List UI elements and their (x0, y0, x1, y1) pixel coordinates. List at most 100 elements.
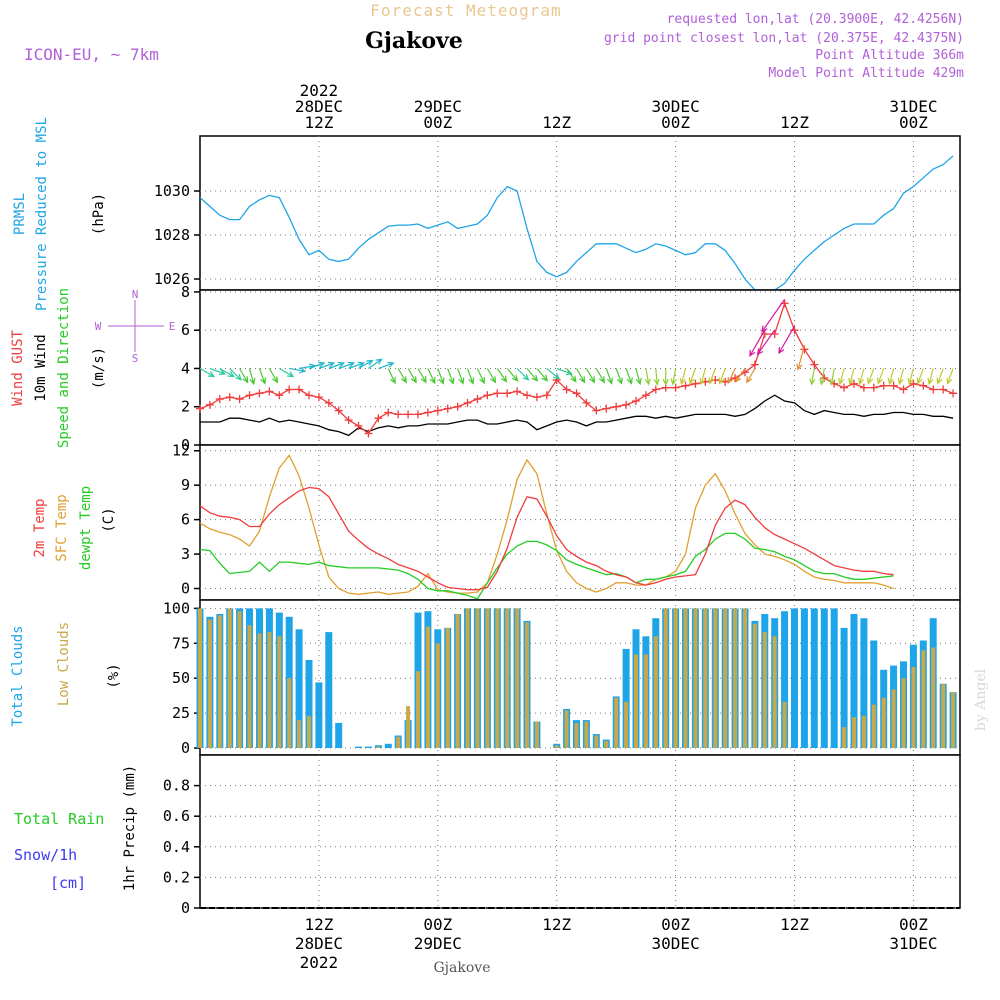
total-cloud-bar (830, 608, 838, 748)
pressure-ytick-label: 1030 (154, 182, 190, 200)
wind-arrow (644, 368, 651, 386)
wind-arrow (546, 368, 561, 380)
time-label-bottom: 30DEC (652, 934, 700, 953)
precip-legend-rain: Total Rain (14, 810, 104, 828)
low-cloud-bar (525, 622, 529, 748)
wind-arrow (397, 368, 407, 384)
gust-marker (691, 379, 700, 388)
precip-labels: Total Rain Snow/1h [cm] 1hr Precip (mm) (14, 765, 138, 892)
low-cloud-bar (287, 678, 292, 748)
low-cloud-bar (693, 608, 698, 748)
wind-ytick-label: 4 (181, 359, 190, 377)
pressure-label-unit: (hPa) (91, 193, 107, 235)
low-cloud-bar (723, 608, 728, 748)
wind-speed-line (200, 394, 954, 437)
wind-arrow (809, 368, 816, 386)
wind-arrow (653, 368, 660, 386)
wind-arrow (427, 368, 436, 385)
wind-ytick-label: 8 (181, 283, 190, 301)
grid-point-coords: grid point closest lon,lat (20.375E, 42.… (604, 31, 964, 46)
wind-arrow (605, 368, 613, 385)
temperature-ytick-label: 9 (181, 476, 190, 494)
total-cloud-bar (810, 608, 818, 748)
model-altitude: Model Point Altitude 429m (768, 66, 964, 81)
gust-marker (899, 385, 908, 394)
total-cloud-bar (860, 618, 868, 749)
clouds-ytick-label: 50 (172, 669, 190, 687)
wind-arrow (796, 345, 805, 371)
wind-arrow (258, 368, 267, 385)
low-cloud-bar (762, 632, 767, 748)
gust-marker (641, 391, 650, 400)
pressure-ytick-label: 1026 (154, 270, 190, 288)
wind-arrow (734, 368, 746, 383)
wind-arrow (746, 368, 756, 384)
pressure-panel: 1026 1028 1030 (154, 135, 961, 293)
plot-layer: 10261028103002468036912025507510000.20.4… (154, 81, 961, 972)
wind-arrow (679, 368, 687, 386)
gust-marker (592, 406, 601, 415)
low-cloud-bar (465, 608, 470, 748)
clouds-ytick-label: 25 (172, 704, 190, 722)
gust-marker (750, 360, 759, 369)
temperature-panel: 0 3 6 9 12 (172, 442, 961, 601)
gust-marker (859, 383, 868, 392)
low-cloud-bar (198, 608, 202, 748)
wind-arrow (877, 368, 885, 385)
temp-label-unit: (C) (101, 507, 117, 532)
wind-ytick-label: 6 (181, 321, 190, 339)
location-title: Gjakove (365, 28, 463, 54)
gust-marker (493, 389, 502, 398)
wind-ytick-label: 0 (181, 436, 190, 454)
precip-ytick-label: 0.8 (163, 777, 190, 795)
wind-arrow (927, 368, 934, 386)
low-cloud-bar (733, 608, 738, 748)
wind-arrow (516, 368, 530, 381)
cloud-label-low: Low Clouds (56, 622, 72, 706)
low-cloud-bar (852, 717, 856, 748)
precip-legend-cm: [cm] (50, 874, 86, 892)
gust-marker (671, 383, 680, 392)
gust-marker (572, 389, 581, 398)
wind-arrow (358, 359, 374, 370)
gust-marker (225, 393, 234, 402)
total-cloud-bar (325, 632, 333, 748)
wind-arrow (407, 368, 417, 384)
wind-arrow (417, 368, 427, 384)
temp-2m-line (199, 486, 894, 591)
total-cloud-bar (384, 743, 392, 748)
pressure-frame (199, 135, 961, 291)
gust-marker (235, 395, 244, 404)
gust-marker (404, 410, 413, 419)
dewpoint-line (199, 532, 894, 600)
low-cloud-bar (891, 689, 896, 748)
gust-marker (413, 410, 422, 419)
low-cloud-bar (911, 667, 916, 748)
gust-marker (473, 395, 482, 404)
time-label-top: 12Z (542, 113, 571, 132)
gust-marker (879, 381, 888, 390)
gust-marker (622, 400, 631, 409)
time-label-bottom: 12Z (304, 915, 333, 934)
low-cloud-bar (663, 608, 668, 748)
total-cloud-bar (295, 629, 303, 748)
low-cloud-bar (445, 627, 450, 748)
gust-marker (384, 408, 393, 417)
wind-arrow (867, 368, 875, 385)
low-cloud-bar (584, 721, 589, 748)
time-label-top: 00Z (899, 113, 928, 132)
time-label-bottom: 29DEC (414, 934, 462, 953)
gust-marker (364, 429, 373, 438)
low-cloud-bar (396, 736, 401, 748)
gust-marker (255, 389, 264, 398)
low-cloud-bar (782, 701, 787, 748)
wind-arrow (897, 368, 905, 386)
gust-marker (265, 387, 274, 396)
low-cloud-bar (703, 608, 708, 748)
low-cloud-bar (901, 678, 906, 748)
wind-label-speed-dir: Speed and Direction (56, 288, 72, 448)
pressure-label-prmsl: PRMSL (12, 193, 28, 235)
temperature-frame (199, 444, 961, 601)
